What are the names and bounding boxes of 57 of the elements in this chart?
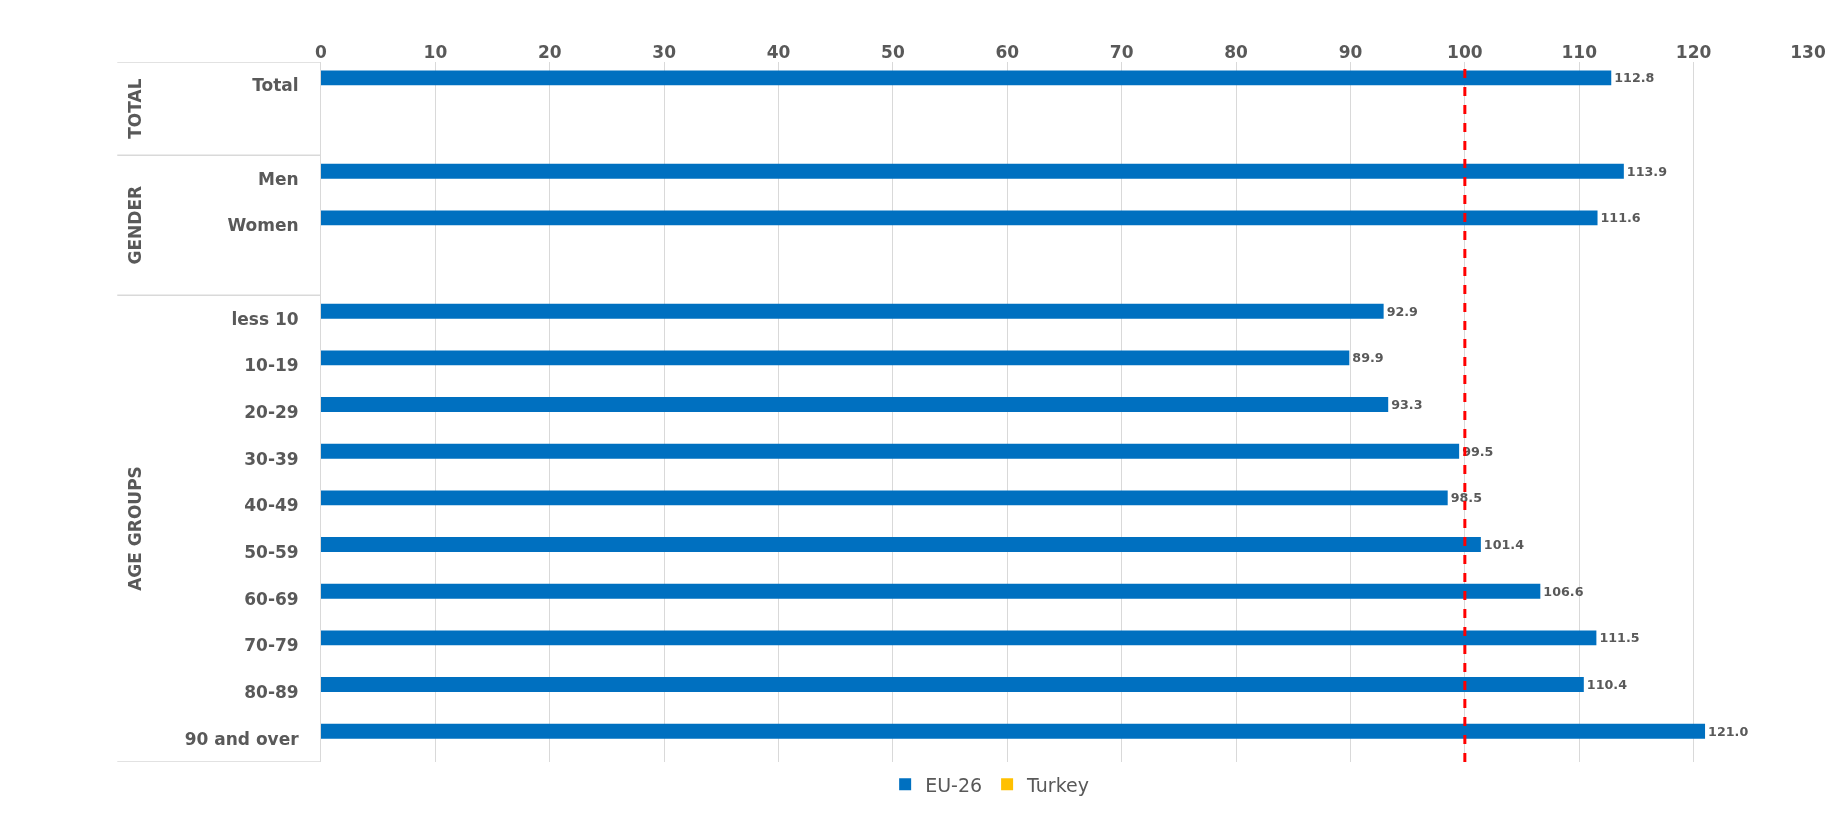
data-label: 111.5 (1599, 630, 1640, 646)
data-label: 89.9 (1352, 350, 1384, 366)
bar (321, 443, 1460, 459)
data-label: 101.4 (1483, 537, 1525, 553)
x-tick-label: 30 (652, 41, 677, 62)
bar (321, 210, 1598, 226)
x-tick-label: 100 (1447, 41, 1483, 62)
bar (321, 723, 1706, 739)
data-label: 110.4 (1586, 677, 1628, 693)
y-tick-label: less 10 (231, 308, 299, 329)
x-tick-label: 130 (1790, 41, 1826, 62)
x-tick-label: 120 (1675, 41, 1712, 62)
bar (321, 303, 1384, 319)
y-tick-label: 30-39 (244, 448, 299, 469)
bar (321, 537, 1481, 552)
bar (321, 630, 1597, 646)
data-label: 111.6 (1600, 210, 1641, 226)
x-tick-label: 60 (995, 41, 1020, 62)
x-tick-label: 0 (315, 41, 328, 62)
bar (321, 490, 1448, 506)
bar (321, 70, 1612, 86)
y-tick-label: 40-49 (244, 495, 299, 516)
y-tick-label: 20-29 (244, 401, 299, 422)
x-tick-label: 110 (1561, 41, 1598, 62)
text: GENDER (124, 185, 145, 265)
x-tick-label: 70 (1109, 41, 1134, 62)
data-label: 121.0 (1708, 723, 1749, 739)
text: TOTAL (125, 78, 146, 139)
bar (321, 677, 1584, 692)
data-label: 106.6 (1543, 583, 1584, 599)
legend-label: Turkey (1026, 773, 1089, 796)
y-tick-label: 80-89 (244, 681, 299, 702)
y-tick-label: 50-59 (244, 541, 299, 562)
legend-label: EU-26 (925, 773, 983, 796)
y-tick-label: 60-69 (244, 588, 299, 609)
bar (321, 583, 1541, 599)
x-tick-label: 80 (1224, 41, 1249, 62)
data-label: 92.9 (1386, 303, 1419, 319)
y-tick-label: Women (227, 215, 299, 236)
x-tick-label: 40 (766, 41, 791, 62)
text: AGE GROUPS (125, 466, 146, 591)
x-tick-label: 90 (1338, 41, 1363, 62)
data-label: 112.8 (1614, 70, 1655, 86)
y-tick-label: Total (252, 75, 299, 96)
x-tick-label: 20 (537, 41, 562, 62)
y-tick-label: 10-19 (244, 355, 299, 376)
data-label: 98.5 (1450, 490, 1483, 506)
x-tick-label: 10 (423, 41, 448, 62)
y-tick-label: 70-79 (244, 635, 299, 656)
bar (321, 397, 1389, 412)
data-label: 113.9 (1626, 163, 1668, 179)
bar (321, 350, 1350, 366)
y-tick-label: 90 and over (184, 728, 300, 749)
data-label: 93.3 (1391, 397, 1423, 413)
x-tick-label: 50 (881, 41, 905, 62)
y-tick-label: Men (258, 168, 299, 189)
bar (321, 163, 1624, 179)
